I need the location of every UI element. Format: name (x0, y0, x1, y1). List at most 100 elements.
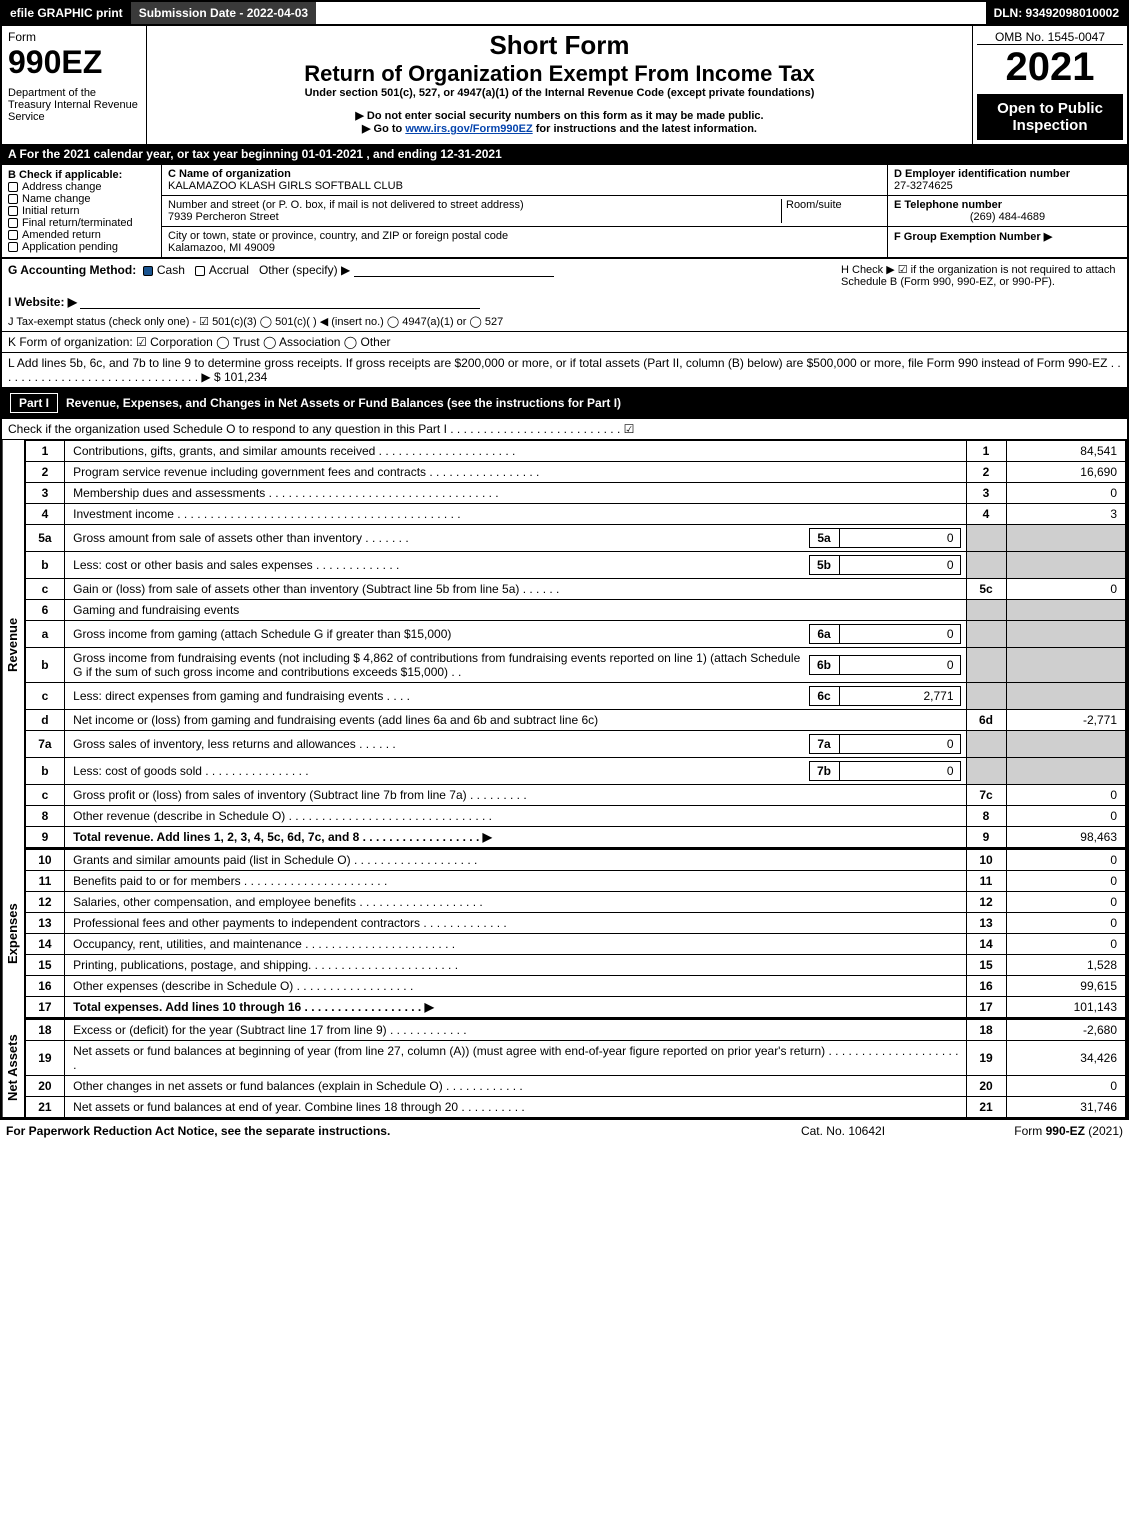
part-1-badge: Part I (10, 393, 58, 413)
l-text: L Add lines 5b, 6c, and 7b to line 9 to … (8, 356, 1121, 384)
phone-box: E Telephone number (269) 484-4689 (888, 196, 1127, 227)
irs-link[interactable]: www.irs.gov/Form990EZ (405, 123, 532, 135)
section-a-calendar-year: A For the 2021 calendar year, or tax yea… (0, 144, 1129, 165)
addr-box: Number and street (or P. O. box, if mail… (162, 196, 887, 227)
l-gross-receipts: L Add lines 5b, 6c, and 7b to line 9 to … (0, 352, 1129, 387)
check-application-pending[interactable]: Application pending (8, 241, 155, 253)
form-label: Form (8, 30, 140, 44)
dept-label: Department of the Treasury Internal Reve… (8, 87, 140, 123)
box-b: B Check if applicable: Address change Na… (2, 165, 162, 257)
efile-graphic-print[interactable]: efile GRAPHIC print (2, 2, 131, 24)
line-12: 12Salaries, other compensation, and empl… (25, 892, 1126, 913)
form-ref: Form 990-EZ (2021) (943, 1124, 1123, 1138)
cat-number: Cat. No. 10642I (743, 1124, 943, 1138)
line-6c: cLess: direct expenses from gaming and f… (25, 683, 1126, 710)
check-accrual[interactable] (195, 266, 205, 276)
line-6: 6Gaming and fundraising events (25, 600, 1126, 621)
line-4: 4Investment income . . . . . . . . . . .… (25, 504, 1126, 525)
room-suite-label: Room/suite (781, 199, 881, 223)
line-13: 13Professional fees and other payments t… (25, 913, 1126, 934)
header-right: OMB No. 1545-0047 2021 Open to Public In… (972, 26, 1127, 144)
header-left: Form 990EZ Department of the Treasury In… (2, 26, 147, 144)
line-14: 14Occupancy, rent, utilities, and mainte… (25, 934, 1126, 955)
website-input[interactable] (80, 295, 480, 309)
form-header: Form 990EZ Department of the Treasury In… (0, 26, 1129, 144)
note-ssn: ▶ Do not enter social security numbers o… (151, 109, 968, 122)
submission-date: Submission Date - 2022-04-03 (131, 2, 316, 24)
part-1-title: Revenue, Expenses, and Changes in Net As… (66, 396, 1119, 410)
group-exemption-box: F Group Exemption Number ▶ (888, 227, 1127, 246)
under-section-text: Under section 501(c), 527, or 4947(a)(1)… (151, 87, 968, 99)
open-to-public-badge: Open to Public Inspection (977, 94, 1123, 140)
page-footer: For Paperwork Reduction Act Notice, see … (0, 1119, 1129, 1142)
dln-number: DLN: 93492098010002 (986, 2, 1127, 24)
k-form-of-org: K Form of organization: ☑ Corporation ◯ … (0, 331, 1129, 352)
part-1-check-line: Check if the organization used Schedule … (0, 419, 1129, 440)
g-h-row: G Accounting Method: Cash Accrual Other … (0, 259, 1129, 292)
box-c: C Name of organization KALAMAZOO KLASH G… (162, 165, 887, 257)
line-6a: aGross income from gaming (attach Schedu… (25, 621, 1126, 648)
expenses-table-wrap: Expenses 10Grants and similar amounts pa… (0, 849, 1129, 1019)
box-b-title: B Check if applicable: (8, 169, 155, 181)
j-tax-exempt-row: J Tax-exempt status (check only one) - ☑… (0, 312, 1129, 331)
check-amended-return[interactable]: Amended return (8, 229, 155, 241)
line-16: 16Other expenses (describe in Schedule O… (25, 976, 1126, 997)
expenses-vert-label: Expenses (2, 849, 24, 1019)
org-name-box: C Name of organization KALAMAZOO KLASH G… (162, 165, 887, 196)
line-17: 17Total expenses. Add lines 10 through 1… (25, 997, 1126, 1019)
top-bar-spacer (316, 2, 985, 24)
ein-value: 27-3274625 (894, 180, 953, 192)
line-5c: cGain or (loss) from sale of assets othe… (25, 579, 1126, 600)
l-amount: $ 101,234 (214, 370, 267, 384)
line-7b: bLess: cost of goods sold . . . . . . . … (25, 758, 1126, 785)
revenue-table-wrap: Revenue 1Contributions, gifts, grants, a… (0, 440, 1129, 849)
line-5b: bLess: cost or other basis and sales exp… (25, 552, 1126, 579)
line-18: 18Excess or (deficit) for the year (Subt… (25, 1020, 1126, 1041)
info-block: B Check if applicable: Address change Na… (0, 165, 1129, 259)
g-accounting-method: G Accounting Method: Cash Accrual Other … (8, 263, 841, 288)
ein-box: D Employer identification number 27-3274… (888, 165, 1127, 196)
line-2: 2Program service revenue including gover… (25, 462, 1126, 483)
note-goto: ▶ Go to www.irs.gov/Form990EZ for instru… (151, 122, 968, 135)
box-d: D Employer identification number 27-3274… (887, 165, 1127, 257)
line-3: 3Membership dues and assessments . . . .… (25, 483, 1126, 504)
check-cash[interactable] (143, 266, 153, 276)
line-19: 19Net assets or fund balances at beginni… (25, 1041, 1126, 1076)
check-address-change[interactable]: Address change (8, 181, 155, 193)
tax-year: 2021 (977, 45, 1123, 90)
addr-label: Number and street (or P. O. box, if mail… (168, 199, 524, 211)
check-final-return[interactable]: Final return/terminated (8, 217, 155, 229)
netassets-table: 18Excess or (deficit) for the year (Subt… (24, 1019, 1127, 1117)
org-name: KALAMAZOO KLASH GIRLS SOFTBALL CLUB (168, 180, 403, 192)
netassets-table-wrap: Net Assets 18Excess or (deficit) for the… (0, 1019, 1129, 1119)
line-5a: 5aGross amount from sale of assets other… (25, 525, 1126, 552)
revenue-table: 1Contributions, gifts, grants, and simil… (24, 440, 1127, 849)
revenue-vert-label: Revenue (2, 440, 24, 849)
other-method-input[interactable] (354, 263, 554, 277)
street-address: 7939 Percheron Street (168, 211, 279, 223)
phone-value: (269) 484-4689 (894, 211, 1121, 223)
c-label: C Name of organization (168, 168, 291, 180)
line-8: 8Other revenue (describe in Schedule O) … (25, 806, 1126, 827)
check-initial-return[interactable]: Initial return (8, 205, 155, 217)
line-1: 1Contributions, gifts, grants, and simil… (25, 441, 1126, 462)
netassets-vert-label: Net Assets (2, 1019, 24, 1117)
line-15: 15Printing, publications, postage, and s… (25, 955, 1126, 976)
top-bar: efile GRAPHIC print Submission Date - 20… (0, 0, 1129, 26)
e-label: E Telephone number (894, 199, 1002, 211)
title-return: Return of Organization Exempt From Incom… (151, 61, 968, 87)
line-6d: dNet income or (loss) from gaming and fu… (25, 710, 1126, 731)
line-7a: 7aGross sales of inventory, less returns… (25, 731, 1126, 758)
h-check: H Check ▶ ☑ if the organization is not r… (841, 263, 1121, 288)
f-label: F Group Exemption Number ▶ (894, 231, 1052, 243)
header-mid: Short Form Return of Organization Exempt… (147, 26, 972, 144)
part-1-header: Part I Revenue, Expenses, and Changes in… (0, 387, 1129, 419)
city-box: City or town, state or province, country… (162, 227, 887, 257)
d-label: D Employer identification number (894, 168, 1070, 180)
paperwork-notice: For Paperwork Reduction Act Notice, see … (6, 1124, 743, 1138)
city-state-zip: Kalamazoo, MI 49009 (168, 242, 275, 254)
check-name-change[interactable]: Name change (8, 193, 155, 205)
omb-number: OMB No. 1545-0047 (977, 30, 1123, 45)
expenses-table: 10Grants and similar amounts paid (list … (24, 849, 1127, 1019)
line-21: 21Net assets or fund balances at end of … (25, 1097, 1126, 1118)
